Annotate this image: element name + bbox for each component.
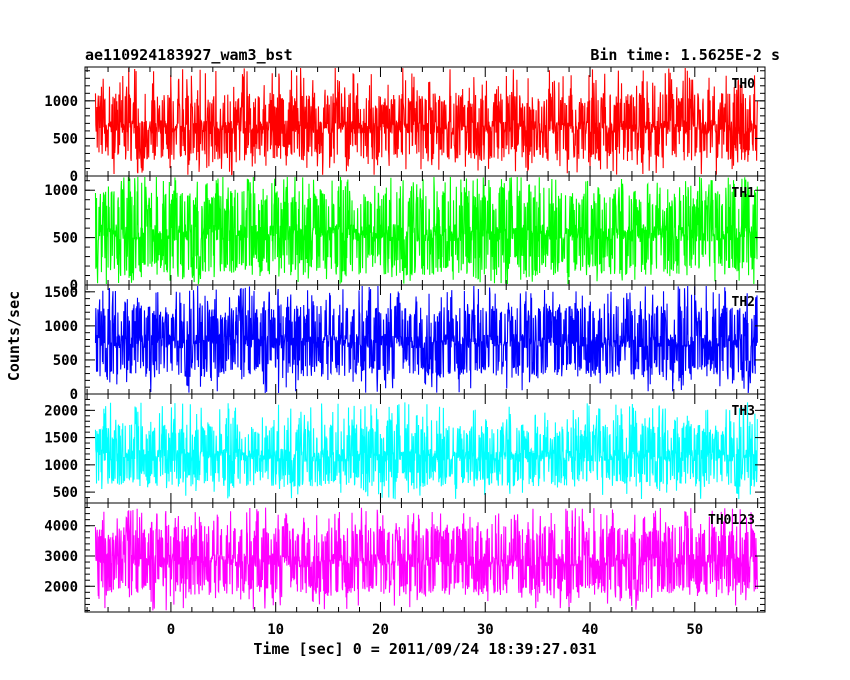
y-tick-label: 0 — [70, 278, 78, 294]
y-tick-label: 3000 — [44, 549, 78, 565]
y-tick-label: 1000 — [44, 183, 78, 199]
x-axis-title: Time [sec] 0 = 2011/09/24 18:39:27.031 — [253, 640, 596, 658]
y-tick-label: 1000 — [44, 94, 78, 110]
y-tick-label: 500 — [53, 485, 78, 501]
panel-th0: 0 500 1000 TH0 — [44, 66, 766, 185]
y-tick-label: 0 — [70, 169, 78, 185]
y-tick-label: 500 — [53, 353, 78, 369]
panel-name-label: TH0 — [732, 77, 756, 92]
series-th3 — [94, 402, 758, 500]
x-tick-label: 20 — [372, 622, 389, 638]
y-tick-label: 500 — [53, 131, 78, 147]
panel-th3: 500 1000 1500 2000 TH3 — [44, 393, 766, 504]
series-th0 — [94, 67, 758, 176]
y-tick-label: 1500 — [44, 431, 78, 447]
series-th0123 — [94, 507, 758, 611]
y-tick-label: 1000 — [44, 319, 78, 335]
y-tick-label: 1000 — [44, 458, 78, 474]
chart-title: ae110924183927_wam3_bst — [85, 46, 293, 64]
panel-name-label: TH2 — [732, 295, 755, 310]
panel-name-label: TH3 — [732, 404, 755, 419]
y-tick-label: 0 — [70, 387, 78, 403]
x-tick-label: 10 — [267, 622, 284, 638]
panel-th1: 0 500 1000 TH1 — [44, 175, 766, 294]
panel-frame — [84, 502, 766, 613]
y-tick-label: 2000 — [44, 579, 78, 595]
bin-time-label: Bin time: 1.5625E-2 s — [590, 46, 780, 64]
series-th1 — [94, 176, 758, 285]
x-tick-label: 50 — [686, 622, 703, 638]
x-tick-label: 40 — [582, 622, 599, 638]
x-tick-label: 30 — [477, 622, 494, 638]
y-tick-label: 4000 — [44, 519, 78, 535]
series-th2 — [94, 285, 758, 394]
y-tick-label: 2000 — [44, 403, 78, 419]
panel-name-label: TH1 — [732, 186, 756, 201]
panel-name-label: TH0123 — [708, 513, 755, 528]
panel-th2: 0 500 1000 1500 TH2 — [44, 284, 766, 403]
panel-th0123: 2000 3000 4000 TH0123 0 10 20 30 40 50 — [44, 502, 766, 638]
y-tick-label: 1500 — [44, 285, 78, 301]
y-tick-label: 500 — [53, 231, 78, 247]
y-axis-title: Counts/sec — [5, 291, 23, 381]
x-tick-label: 0 — [167, 622, 175, 638]
